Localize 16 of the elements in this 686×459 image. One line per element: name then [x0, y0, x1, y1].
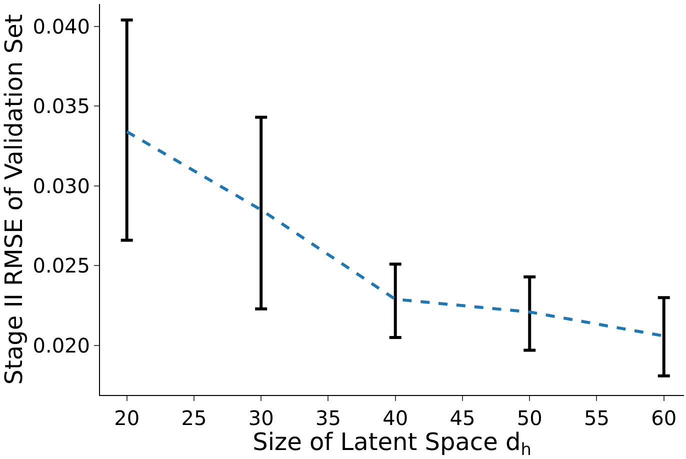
y-tick-label: 0.030	[32, 174, 90, 198]
x-tick-label: 50	[516, 406, 542, 430]
x-tick-label: 30	[248, 406, 274, 430]
x-tick-label: 45	[450, 406, 476, 430]
y-axis-title: Stage II RMSE of Validation Set	[0, 14, 28, 385]
x-tick-label: 25	[181, 406, 207, 430]
x-axis-title: Size of Latent Space d$_{h}$	[252, 428, 532, 459]
y-tick-label: 0.020	[32, 334, 90, 358]
x-tick-label: 55	[584, 406, 610, 430]
y-tick-label: 0.040	[32, 14, 90, 38]
y-tick-label: 0.025	[32, 254, 90, 278]
y-tick-label: 0.035	[32, 94, 90, 118]
x-tick-label: 40	[382, 406, 408, 430]
x-tick-label: 35	[316, 406, 341, 430]
x-tick-label: 20	[114, 406, 140, 430]
x-tick-label: 60	[651, 406, 677, 430]
